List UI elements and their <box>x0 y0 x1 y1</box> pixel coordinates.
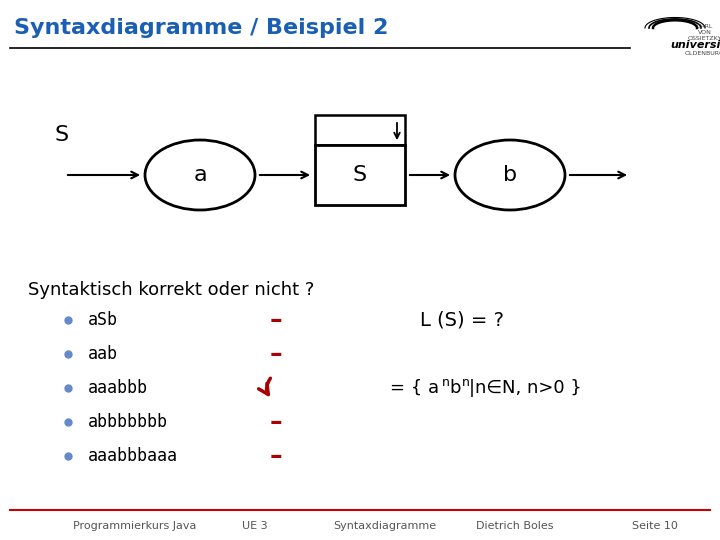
Text: –: – <box>270 444 283 468</box>
Text: |n∈N, n>0 }: |n∈N, n>0 } <box>469 379 582 397</box>
Text: –: – <box>270 308 283 332</box>
Text: –: – <box>270 410 283 434</box>
Text: n: n <box>462 375 470 388</box>
Text: n: n <box>442 375 450 388</box>
Text: Syntaxdiagramme / Beispiel 2: Syntaxdiagramme / Beispiel 2 <box>14 18 388 38</box>
Text: Syntaktisch korrekt oder nicht ?: Syntaktisch korrekt oder nicht ? <box>28 281 315 299</box>
Text: S: S <box>55 125 69 145</box>
Text: = { a: = { a <box>390 379 439 397</box>
Text: aaabbb: aaabbb <box>88 379 148 397</box>
Text: OLDENBURG: OLDENBURG <box>685 51 720 56</box>
Bar <box>315 115 405 145</box>
Text: b: b <box>503 165 517 185</box>
Text: L (S) = ?: L (S) = ? <box>420 310 504 329</box>
Text: a: a <box>193 165 207 185</box>
Text: aaabbbaaa: aaabbbaaa <box>88 447 178 465</box>
Bar <box>315 145 405 205</box>
Text: UE 3: UE 3 <box>242 521 268 531</box>
Text: Seite 10: Seite 10 <box>632 521 678 531</box>
Text: –: – <box>270 342 283 366</box>
Text: b: b <box>449 379 461 397</box>
Text: Dietrich Boles: Dietrich Boles <box>476 521 554 531</box>
Text: aab: aab <box>88 345 118 363</box>
Text: S: S <box>353 165 367 185</box>
Ellipse shape <box>455 140 565 210</box>
Text: universität: universität <box>671 40 720 50</box>
Text: Syntaxdiagramme: Syntaxdiagramme <box>333 521 436 531</box>
Text: CARL
VON
OSSIETZKY: CARL VON OSSIETZKY <box>688 24 720 40</box>
Ellipse shape <box>145 140 255 210</box>
Text: Programmierkurs Java: Programmierkurs Java <box>73 521 197 531</box>
Text: aSb: aSb <box>88 311 118 329</box>
Text: abbbbbbb: abbbbbbb <box>88 413 168 431</box>
